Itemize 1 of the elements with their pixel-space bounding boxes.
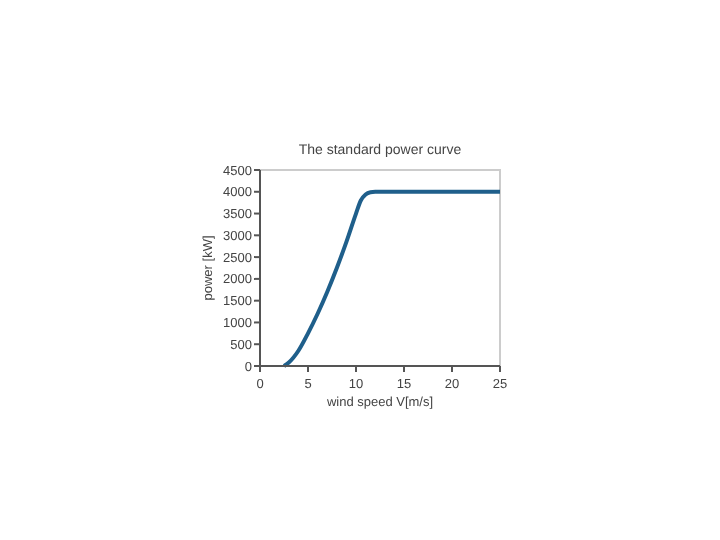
line-series (282, 189, 502, 368)
